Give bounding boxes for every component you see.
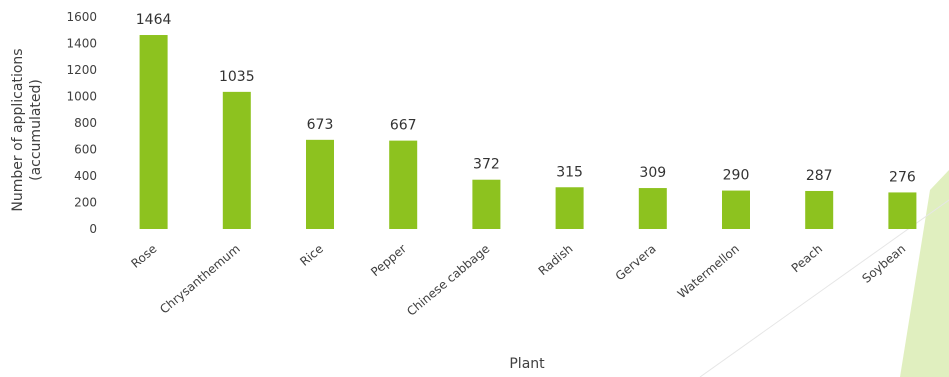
bar <box>306 139 334 229</box>
data-label: 372 <box>473 157 500 173</box>
y-axis: 0 200 400 600 800 1000 1200 1400 1600 <box>66 10 97 236</box>
bar <box>805 190 834 229</box>
x-category-label: Watermellon <box>675 242 742 302</box>
data-label: 315 <box>556 164 583 180</box>
x-category-label: Chrysanthemum <box>157 242 243 317</box>
y-axis-title-line-1: Number of applications <box>10 48 26 211</box>
bar <box>888 192 917 229</box>
bar <box>472 179 501 229</box>
y-tick-label: 600 <box>74 143 97 157</box>
y-tick-label: 1200 <box>66 63 97 77</box>
x-category-label: Pepper <box>368 242 409 280</box>
corner-decoration-line <box>699 199 949 377</box>
x-category-label: Radish <box>536 242 576 279</box>
x-category-label: Rice <box>297 242 326 269</box>
y-tick-label: 1000 <box>66 90 97 104</box>
data-label: 673 <box>307 117 334 133</box>
data-label: 276 <box>889 169 916 185</box>
y-tick-label: 0 <box>89 222 97 236</box>
bar <box>638 188 667 229</box>
x-category-label: Chinese cabbage <box>404 242 492 319</box>
data-label: 309 <box>639 165 666 181</box>
x-category-label: Rose <box>128 242 159 271</box>
x-category-label: Peach <box>789 242 825 276</box>
bar <box>722 190 750 229</box>
y-tick-label: 1400 <box>66 37 97 51</box>
x-category-label: Soybean <box>859 242 908 286</box>
data-labels: 1464 1035 673 667 372 315 309 290 287 276 <box>136 12 916 185</box>
data-label: 667 <box>390 118 417 134</box>
data-label: 1035 <box>219 69 255 85</box>
background-decoration <box>699 170 949 377</box>
bars <box>139 35 917 229</box>
y-tick-label: 200 <box>74 196 97 210</box>
bar <box>555 187 584 229</box>
bar <box>389 140 418 229</box>
bar <box>222 91 251 229</box>
data-label: 290 <box>723 168 750 184</box>
y-tick-label: 800 <box>74 116 97 130</box>
x-axis-title: Plant <box>509 356 545 372</box>
y-axis-title-line-2: (accumulated) <box>28 79 44 181</box>
x-category-label: Gervera <box>613 242 659 284</box>
data-label: 1464 <box>136 12 172 28</box>
y-tick-label: 400 <box>74 169 97 183</box>
bar <box>139 35 168 229</box>
corner-decoration-shape <box>900 170 949 377</box>
y-tick-label: 1600 <box>66 10 97 24</box>
data-label: 287 <box>806 168 833 184</box>
